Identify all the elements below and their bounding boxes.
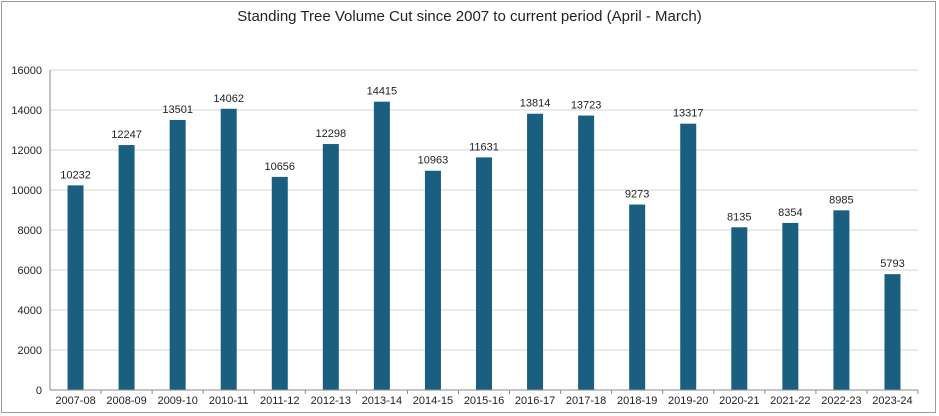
x-tick-label: 2010-11 [209,395,249,407]
bar [527,113,544,390]
x-tick-label: 2017-18 [566,395,606,407]
data-label: 10656 [264,161,295,173]
x-tick-label: 2016-17 [515,395,555,407]
y-tick-label: 12000 [11,145,42,157]
chart-title: Standing Tree Volume Cut since 2007 to c… [237,8,702,25]
y-axis: 0 2000 4000 6000 8000 10000 12000 14000 16000 [11,65,51,397]
bar [271,176,288,390]
x-tick-label: 2020-21 [719,395,759,407]
bar [169,119,186,390]
x-tick-label: 2023-24 [872,395,912,407]
data-label: 10232 [60,169,91,181]
data-label: 13317 [673,108,704,120]
bar [731,227,748,390]
x-tick-label: 2018-19 [617,395,657,407]
y-tick-label: 8000 [18,225,42,237]
data-label: 9273 [625,189,649,201]
data-label: 13501 [162,104,193,116]
bar [373,101,390,390]
x-tick-label: 2022-23 [821,395,861,407]
bar [884,274,901,390]
data-label: 8985 [829,194,853,206]
data-label: 14062 [213,93,244,105]
bars: 10232 12247 13501 14062 10656 12298 14415 10963… [60,86,905,390]
x-tick-label: 2019-20 [668,395,708,407]
data-label: 12247 [111,129,142,141]
x-axis: 2007-08 2008-09 2009-10 2010-11 2011-12 2012-… [50,389,919,407]
bar [833,210,850,390]
data-label: 8135 [727,211,751,223]
y-tick-label: 16000 [11,65,42,77]
y-tick-label: 4000 [18,305,42,317]
bar [476,157,492,390]
data-label: 10963 [418,155,449,167]
data-label: 13723 [571,100,602,112]
data-label: 13814 [520,98,551,110]
y-tick-label: 10000 [11,185,42,197]
bar [680,123,697,390]
data-label: 5793 [880,258,904,270]
x-tick-label: 2021-22 [770,395,810,407]
bar [220,108,237,390]
bar [424,170,441,390]
x-tick-label: 2013-14 [362,395,402,407]
bar [782,222,799,390]
bar [578,115,595,390]
bar [322,144,339,390]
y-tick-label: 2000 [18,345,42,357]
data-label: 14415 [367,86,398,98]
data-label: 11631 [469,141,499,153]
data-label: 12298 [316,128,347,140]
x-tick-label: 2015-16 [464,395,504,407]
bar [118,145,135,390]
y-tick-label: 14000 [11,105,42,117]
x-tick-label: 2008-09 [106,395,146,407]
y-tick-label: 6000 [18,265,42,277]
y-tick-label: 0 [36,385,42,397]
x-tick-label: 2011-12 [260,395,300,407]
bar [629,204,646,390]
x-tick-label: 2007-08 [55,395,95,407]
x-tick-label: 2009-10 [157,395,197,407]
x-tick-label: 2012-13 [311,395,351,407]
bar [67,185,84,390]
x-tick-label: 2014-15 [413,395,453,407]
data-label: 8354 [778,207,802,219]
